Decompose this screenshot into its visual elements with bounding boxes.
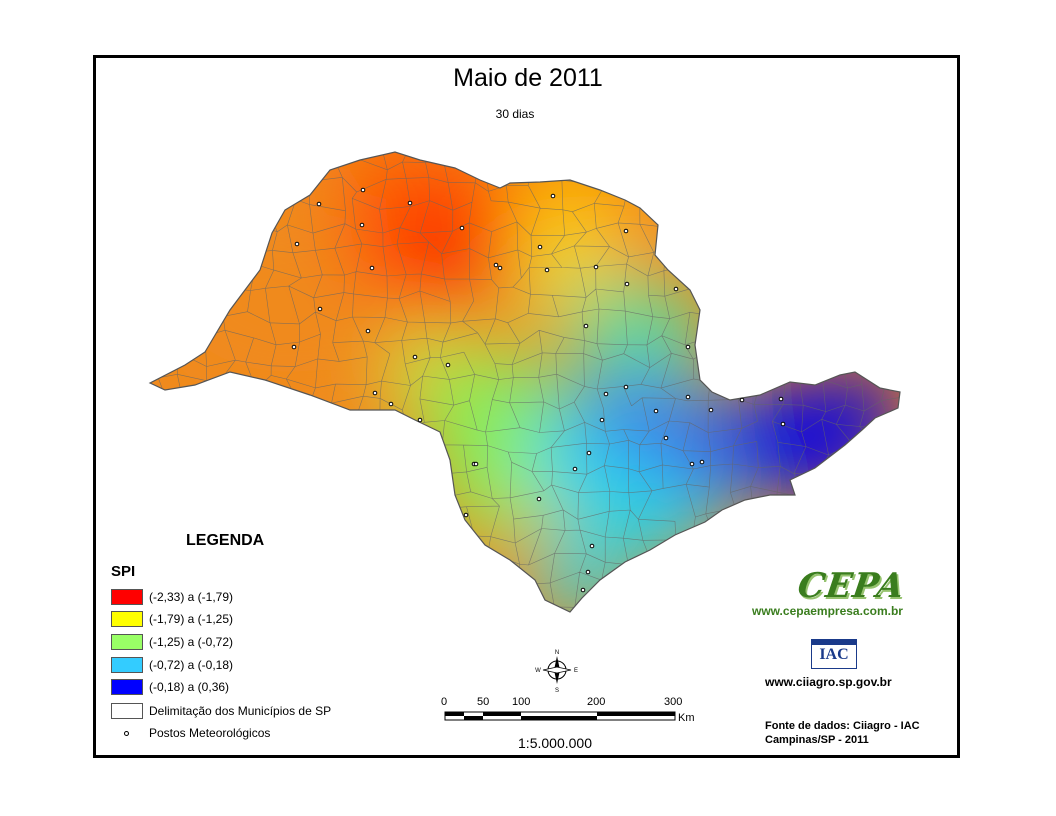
- compass-e: E: [574, 668, 578, 674]
- station-marker: [780, 421, 786, 427]
- station-marker: [372, 390, 378, 396]
- station-marker: [369, 265, 375, 271]
- legend-class-2: (-1,79) a (-1,25): [111, 610, 233, 628]
- legend-class-label: (-1,25) a (-0,72): [149, 635, 234, 649]
- station-marker: [463, 512, 469, 518]
- station-marker: [599, 417, 605, 423]
- station-marker: [699, 459, 705, 465]
- station-marker: [317, 306, 323, 312]
- station-marker: [685, 344, 691, 350]
- cepa-url: www.cepaempresa.com.br: [752, 604, 903, 618]
- cepa-logo: CEPA: [795, 566, 908, 606]
- station-marker: [388, 401, 394, 407]
- station-marker: [685, 394, 691, 400]
- legend-heading: LEGENDA: [186, 532, 265, 549]
- station-marker: [624, 281, 630, 287]
- station-marker: [739, 397, 745, 403]
- station-marker: [586, 450, 592, 456]
- station-marker: [365, 328, 371, 334]
- compass-w: W: [535, 668, 541, 674]
- scale-bar: [444, 711, 676, 721]
- legend-stations: Postos Meteorológicos: [111, 724, 270, 742]
- station-dot-icon: [111, 725, 143, 741]
- scale-tick-100: 100: [512, 696, 531, 708]
- legend-class-label: (-0,72) a (-0,18): [149, 658, 234, 672]
- map-frame: [93, 55, 960, 758]
- station-marker: [580, 587, 586, 593]
- legend-boundaries: Delimitação dos Municípios de SP: [111, 702, 331, 720]
- station-marker: [459, 225, 465, 231]
- station-marker: [708, 407, 714, 413]
- legend-class-label: (-2,33) a (-1,79): [149, 590, 234, 604]
- legend-class-label: (-1,79) a (-1,25): [149, 612, 234, 626]
- station-marker: [412, 354, 418, 360]
- station-marker: [316, 201, 322, 207]
- legend-class-1: (-2,33) a (-1,79): [111, 588, 233, 606]
- legend-swatch: [111, 589, 143, 605]
- iac-logo-text: IAC: [819, 646, 849, 663]
- map-title: Maio de 2011: [453, 64, 603, 92]
- station-marker: [360, 187, 366, 193]
- legend-boundaries-label: Delimitação dos Municípios de SP: [149, 704, 332, 718]
- station-marker: [537, 244, 543, 250]
- legend-variable: SPI: [111, 563, 136, 580]
- station-marker: [689, 461, 695, 467]
- legend-swatch: [111, 657, 143, 673]
- data-source: Fonte de dados: Ciiagro - IAC: [765, 720, 920, 732]
- map-subtitle: 30 dias: [495, 107, 535, 121]
- station-marker: [550, 193, 556, 199]
- station-marker: [359, 222, 365, 228]
- station-marker: [603, 391, 609, 397]
- compass-s: S: [555, 688, 559, 694]
- station-marker: [572, 466, 578, 472]
- ciiagro-url: www.ciiagro.sp.gov.br: [765, 675, 892, 689]
- legend-stations-label: Postos Meteorológicos: [149, 726, 271, 740]
- station-marker: [291, 344, 297, 350]
- north-arrow-icon: N S E W: [535, 650, 578, 694]
- legend-class-4: (-0,72) a (-0,18): [111, 656, 233, 674]
- station-marker: [653, 408, 659, 414]
- station-marker: [473, 461, 479, 467]
- station-marker: [294, 241, 300, 247]
- meteorological-stations: [291, 187, 786, 593]
- station-marker: [536, 496, 542, 502]
- station-marker: [663, 435, 669, 441]
- station-marker: [493, 262, 499, 268]
- station-marker: [623, 228, 629, 234]
- legend-class-3: (-1,25) a (-0,72): [111, 633, 233, 651]
- station-marker: [583, 323, 589, 329]
- legend-class-5: (-0,18) a (0,36): [111, 678, 229, 696]
- legend-swatch: [111, 634, 143, 650]
- scale-tick-300: 300: [664, 696, 683, 708]
- station-marker: [544, 267, 550, 273]
- station-marker: [673, 286, 679, 292]
- legend-swatch: [111, 611, 143, 627]
- station-marker: [778, 396, 784, 402]
- station-marker: [593, 264, 599, 270]
- compass-n: N: [555, 650, 559, 656]
- data-source-place-year: Campinas/SP - 2011: [765, 734, 869, 746]
- station-marker: [417, 417, 423, 423]
- scale-tick-0: 0: [441, 696, 448, 708]
- iac-logo: IAC: [811, 639, 857, 669]
- scale-unit: Km: [678, 712, 695, 724]
- station-marker: [623, 384, 629, 390]
- scale-ratio: 1:5.000.000: [518, 735, 592, 751]
- station-marker: [497, 265, 503, 271]
- station-marker: [585, 569, 591, 575]
- station-marker: [445, 362, 451, 368]
- legend-swatch-boundary: [111, 703, 143, 719]
- station-marker: [589, 543, 595, 549]
- scale-tick-50: 50: [477, 696, 490, 708]
- scale-tick-200: 200: [587, 696, 606, 708]
- legend-class-label: (-0,18) a (0,36): [149, 680, 230, 694]
- legend-swatch: [111, 679, 143, 695]
- station-marker: [407, 200, 413, 206]
